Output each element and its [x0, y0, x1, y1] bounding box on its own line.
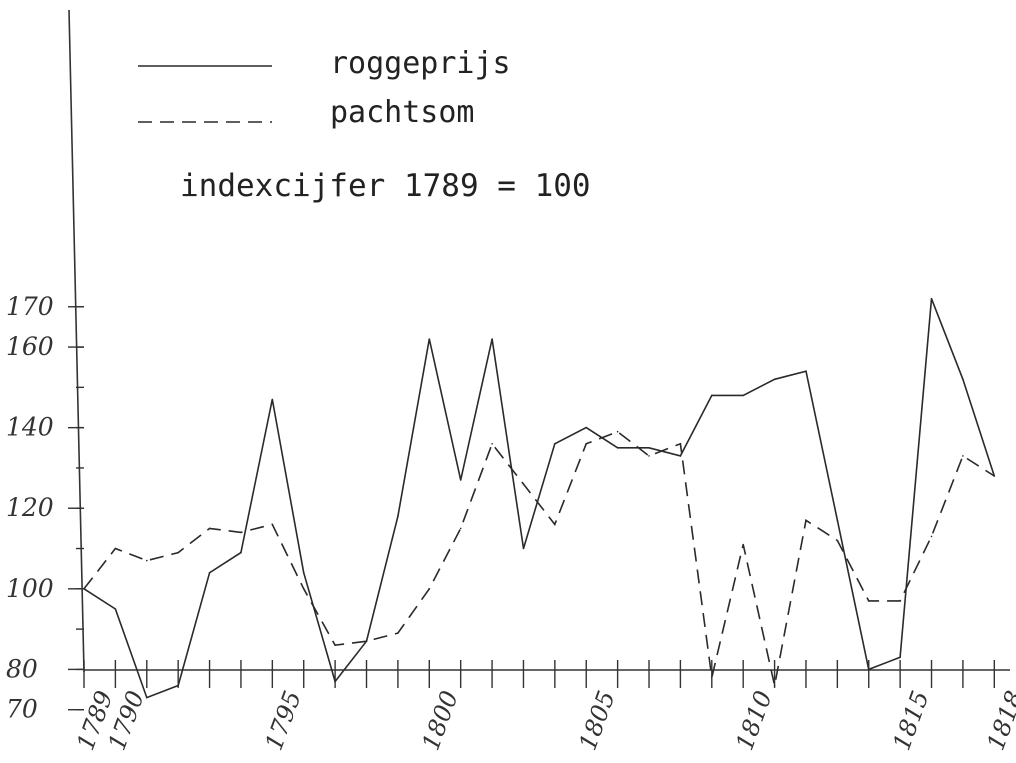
- data-point-pachtsom: [459, 527, 462, 530]
- x-tick-label: 1818: [982, 687, 1016, 754]
- series-line-roggeprijs: [83, 298, 996, 699]
- legend-label-roggeprijs: roggeprijs: [330, 46, 511, 81]
- y-tick-label: 140: [6, 413, 54, 442]
- data-point-pachtsom: [146, 559, 148, 562]
- data-point-pachtsom: [616, 430, 619, 433]
- data-point-pachtsom: [491, 443, 493, 445]
- data-point-roggeprijs: [805, 370, 807, 373]
- y-tick-label: 170: [6, 292, 54, 321]
- data-point-pachtsom: [334, 644, 336, 646]
- data-point-roggeprijs: [208, 571, 211, 574]
- data-point-roggeprijs: [648, 447, 650, 449]
- data-point-pachtsom: [83, 588, 85, 590]
- data-point-pachtsom: [240, 531, 242, 534]
- x-tick-label: 1805: [574, 687, 621, 754]
- data-point-pachtsom: [962, 455, 964, 457]
- series-line-pachtsom: [83, 430, 995, 686]
- x-tick-label: 1795: [260, 687, 307, 754]
- data-point-roggeprijs: [585, 426, 587, 429]
- series-group: [83, 297, 996, 699]
- data-point-pachtsom: [365, 640, 368, 642]
- data-point-pachtsom: [271, 523, 274, 526]
- x-tick-label: 1800: [417, 687, 464, 754]
- y-tick-label: 120: [6, 493, 54, 522]
- y-ticks: 70 80 100 120 140 160 170: [6, 292, 84, 724]
- data-point-pachtsom: [302, 588, 305, 590]
- data-point-roggeprijs: [491, 338, 493, 340]
- y-tick-label: 70: [6, 695, 38, 724]
- data-point-roggeprijs: [397, 515, 399, 518]
- data-point-pachtsom: [993, 475, 996, 477]
- data-point-roggeprijs: [899, 656, 901, 659]
- data-point-roggeprijs: [773, 378, 776, 381]
- x-tick-label: 1810: [731, 687, 778, 754]
- data-point-pachtsom: [208, 527, 211, 530]
- data-point-pachtsom: [585, 443, 587, 445]
- data-point-roggeprijs: [271, 398, 274, 401]
- x-tick-label: 1815: [887, 687, 934, 754]
- data-point-roggeprijs: [334, 680, 336, 683]
- data-point-roggeprijs: [962, 378, 964, 381]
- data-point-roggeprijs: [930, 297, 933, 300]
- index-note: indexcijfer 1789 = 100: [180, 168, 591, 204]
- data-point-pachtsom: [177, 551, 179, 554]
- data-point-pachtsom: [679, 443, 682, 445]
- data-point-pachtsom: [397, 632, 399, 634]
- data-point-roggeprijs: [146, 696, 148, 699]
- data-point-roggeprijs: [240, 551, 242, 554]
- data-point-pachtsom: [773, 684, 776, 687]
- data-point-roggeprijs: [177, 684, 179, 687]
- y-tick-label: 160: [6, 332, 54, 361]
- data-point-pachtsom: [648, 455, 650, 457]
- data-point-pachtsom: [742, 543, 744, 546]
- legend: roggeprijs pachtsom: [138, 46, 511, 130]
- data-point-pachtsom: [930, 535, 933, 538]
- data-point-roggeprijs: [428, 338, 431, 340]
- data-point-roggeprijs: [742, 394, 744, 397]
- y-tick-label: 80: [6, 654, 38, 683]
- data-point-roggeprijs: [836, 519, 839, 522]
- data-point-roggeprijs: [302, 571, 305, 574]
- data-point-roggeprijs: [554, 443, 556, 445]
- data-point-pachtsom: [554, 523, 556, 526]
- data-point-roggeprijs: [867, 668, 870, 671]
- data-point-roggeprijs: [616, 447, 619, 449]
- data-point-roggeprijs: [711, 394, 713, 397]
- y-tick-label: 100: [6, 574, 54, 603]
- data-point-roggeprijs: [522, 547, 525, 550]
- data-point-roggeprijs: [459, 479, 462, 481]
- data-point-pachtsom: [522, 483, 525, 485]
- data-point-pachtsom: [114, 547, 117, 550]
- data-point-roggeprijs: [679, 455, 682, 457]
- data-point-pachtsom: [805, 519, 807, 522]
- data-point-pachtsom: [711, 676, 713, 679]
- data-point-roggeprijs: [114, 608, 117, 610]
- data-point-pachtsom: [836, 539, 839, 542]
- data-point-pachtsom: [899, 600, 901, 602]
- data-point-pachtsom: [428, 588, 431, 590]
- legend-label-pachtsom: pachtsom: [330, 95, 475, 130]
- y-axis: [68, 9, 85, 673]
- data-point-pachtsom: [867, 600, 870, 602]
